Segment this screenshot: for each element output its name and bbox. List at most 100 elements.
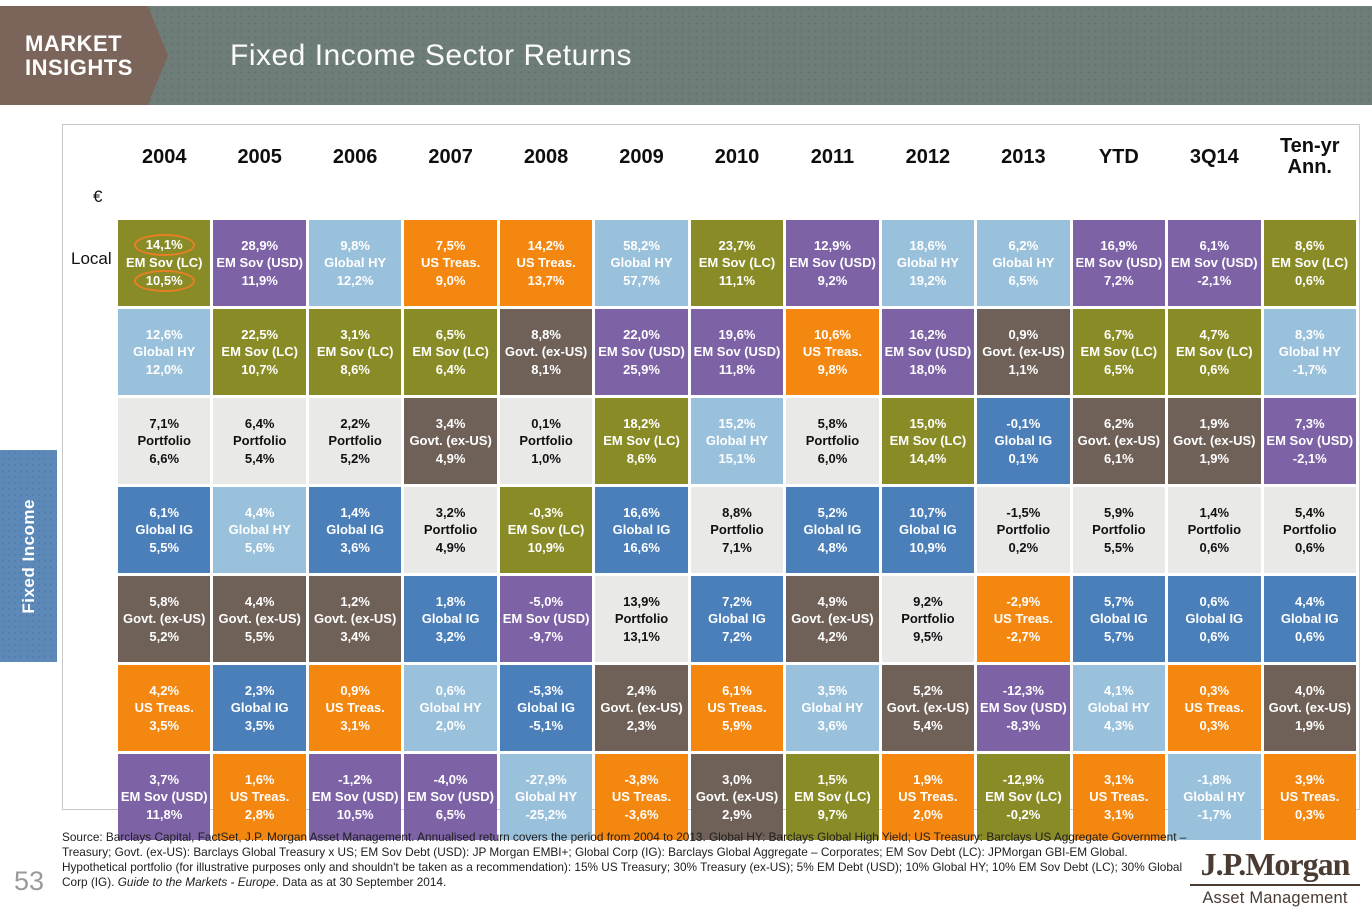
local-return-value: 6,6% [149, 450, 180, 466]
asset-label: Global IG [1185, 611, 1244, 627]
return-cell: 1,5% EM Sov (LC) 9,7% [786, 754, 879, 840]
asset-label: Govt. (ex-US) [791, 611, 874, 627]
local-return-value: 3,1% [1104, 806, 1134, 822]
asset-label: EM Sov (USD) [216, 255, 304, 271]
currency-local-label: Local [71, 249, 112, 268]
local-return-value: -2,1% [1197, 272, 1232, 288]
local-return-value: 57,7% [623, 272, 660, 288]
return-cell: 3,1% EM Sov (LC) 8,6% [308, 309, 402, 395]
return-cell: 5,7% Global IG 5,7% [1072, 576, 1166, 662]
asset-label: Portfolio [519, 433, 573, 449]
return-cell: 8,3% Global HY -1,7% [1263, 309, 1356, 395]
asset-label: Govt. (ex-US) [313, 611, 397, 627]
eur-return-value: 6,4% [244, 416, 275, 432]
local-return-value: 6,0% [817, 450, 848, 466]
asset-label: Govt. (ex-US) [600, 700, 683, 716]
return-cell: -5,0% EM Sov (USD) -9,7% [499, 576, 593, 662]
local-return-value: -5,1% [529, 717, 564, 733]
asset-label: Govt. (ex-US) [218, 611, 301, 627]
local-return-value: -2,7% [1006, 628, 1041, 644]
sidebar-tab-fixed-income[interactable]: Fixed Income [0, 450, 57, 662]
eur-return-value: 3,7% [149, 772, 180, 788]
eur-return-value: -2,9% [1006, 594, 1041, 610]
asset-label: Govt. (ex-US) [123, 611, 206, 627]
local-return-value: -3,6% [624, 806, 659, 822]
eur-return-value: 9,2% [913, 594, 943, 610]
asset-label: US Treas. [230, 789, 290, 805]
asset-label: EM Sov (LC) [412, 344, 489, 360]
local-return-value: 8,6% [626, 450, 657, 466]
local-return-value: 0,3% [1199, 717, 1230, 733]
asset-label: Global HY [228, 522, 291, 538]
asset-label: US Treas. [420, 255, 481, 271]
asset-label: Portfolio [137, 433, 191, 449]
eur-return-value: 4,4% [244, 505, 275, 521]
eur-return-value: -5,3% [529, 683, 564, 699]
asset-label: US Treas. [611, 789, 672, 805]
local-return-value: 5,4% [244, 450, 275, 466]
return-cell: 4,2% US Treas. 3,5% [118, 665, 211, 751]
returns-grid: 2004 2005 2006 2007 2008 2009 2010 2011 2012 2013… [118, 131, 1356, 840]
return-cell: -2,9% US Treas. -2,7% [977, 576, 1070, 662]
asset-label: Portfolio [328, 433, 382, 449]
eur-return-value: 13,9% [623, 594, 660, 610]
asset-label: Global HY [992, 255, 1055, 271]
column-header: Ten-yr Ann. [1279, 135, 1340, 178]
eur-return-value: 1,9% [1199, 416, 1230, 432]
local-return-value: 10,7% [241, 361, 279, 377]
asset-label: Global HY [1087, 700, 1150, 716]
local-return-value: 4,9% [435, 450, 466, 466]
local-return-value: 3,2% [435, 628, 466, 644]
return-cell: 0,9% US Treas. 3,1% [308, 665, 402, 751]
eur-return-value: 4,2% [149, 683, 180, 699]
eur-return-value: 7,3% [1294, 416, 1325, 432]
eur-return-value: 19,6% [718, 327, 756, 343]
local-return-value: 0,6% [1294, 272, 1325, 288]
return-cell: 6,5% EM Sov (LC) 6,4% [404, 309, 497, 395]
eur-return-value: 18,2% [623, 416, 660, 432]
return-cell: 15,2% Global HY 15,1% [690, 398, 784, 484]
asset-label: Global IG [135, 522, 194, 538]
eur-return-value: 7,2% [722, 594, 752, 610]
eur-return-value: -5,0% [529, 594, 564, 610]
eur-return-value: 58,2% [623, 238, 660, 254]
return-cell: 1,6% US Treas. 2,8% [213, 754, 306, 840]
return-cell: 5,8% Govt. (ex-US) 5,2% [118, 576, 211, 662]
local-return-value: 10,9% [527, 539, 565, 555]
return-cell: 5,9% Portfolio 5,5% [1072, 487, 1166, 573]
eur-return-value: 6,2% [1008, 238, 1039, 254]
asset-label: Global HY [1183, 789, 1246, 805]
local-return-value: 5,9% [722, 717, 752, 733]
eur-return-value: 3,0% [722, 772, 752, 788]
local-return-value: 3,6% [817, 717, 848, 733]
asset-label: Govt. (ex-US) [1077, 433, 1160, 449]
return-cell: 3,0% Govt. (ex-US) 2,9% [690, 754, 784, 840]
asset-label: EM Sov (USD) [789, 255, 876, 271]
return-cell: 14,1% EM Sov (LC) 10,5% [118, 220, 211, 306]
return-cell: 3,7% EM Sov (USD) 11,8% [118, 754, 211, 840]
eur-return-value: 3,4% [435, 416, 466, 432]
local-return-value: 3,1% [340, 717, 370, 733]
asset-label: US Treas. [898, 789, 958, 805]
asset-label: Global IG [517, 700, 575, 716]
asset-label: Portfolio [614, 611, 669, 627]
local-return-value: 6,5% [1008, 272, 1039, 288]
local-return-value: 14,4% [909, 450, 947, 466]
eur-return-value: 15,0% [909, 416, 947, 432]
asset-label: Global IG [1089, 611, 1148, 627]
asset-label: Govt. (ex-US) [982, 344, 1065, 360]
asset-label: Global IG [708, 611, 766, 627]
return-cell: 0,3% US Treas. 0,3% [1168, 665, 1261, 751]
local-return-value: 0,3% [1294, 806, 1325, 822]
return-cell: 5,2% Govt. (ex-US) 5,4% [881, 665, 975, 751]
local-return-value: 9,7% [817, 806, 848, 822]
asset-label: Global IG [899, 522, 957, 538]
asset-label: Govt. (ex-US) [409, 433, 492, 449]
local-return-value: 2,8% [244, 806, 275, 822]
local-return-value: 3,5% [149, 717, 180, 733]
asset-label: US Treas. [1280, 789, 1340, 805]
return-cell: 5,4% Portfolio 0,6% [1263, 487, 1356, 573]
asset-label: EM Sov (USD) [1266, 433, 1354, 449]
return-cell: 4,1% Global HY 4,3% [1072, 665, 1166, 751]
asset-label: Portfolio [805, 433, 860, 449]
